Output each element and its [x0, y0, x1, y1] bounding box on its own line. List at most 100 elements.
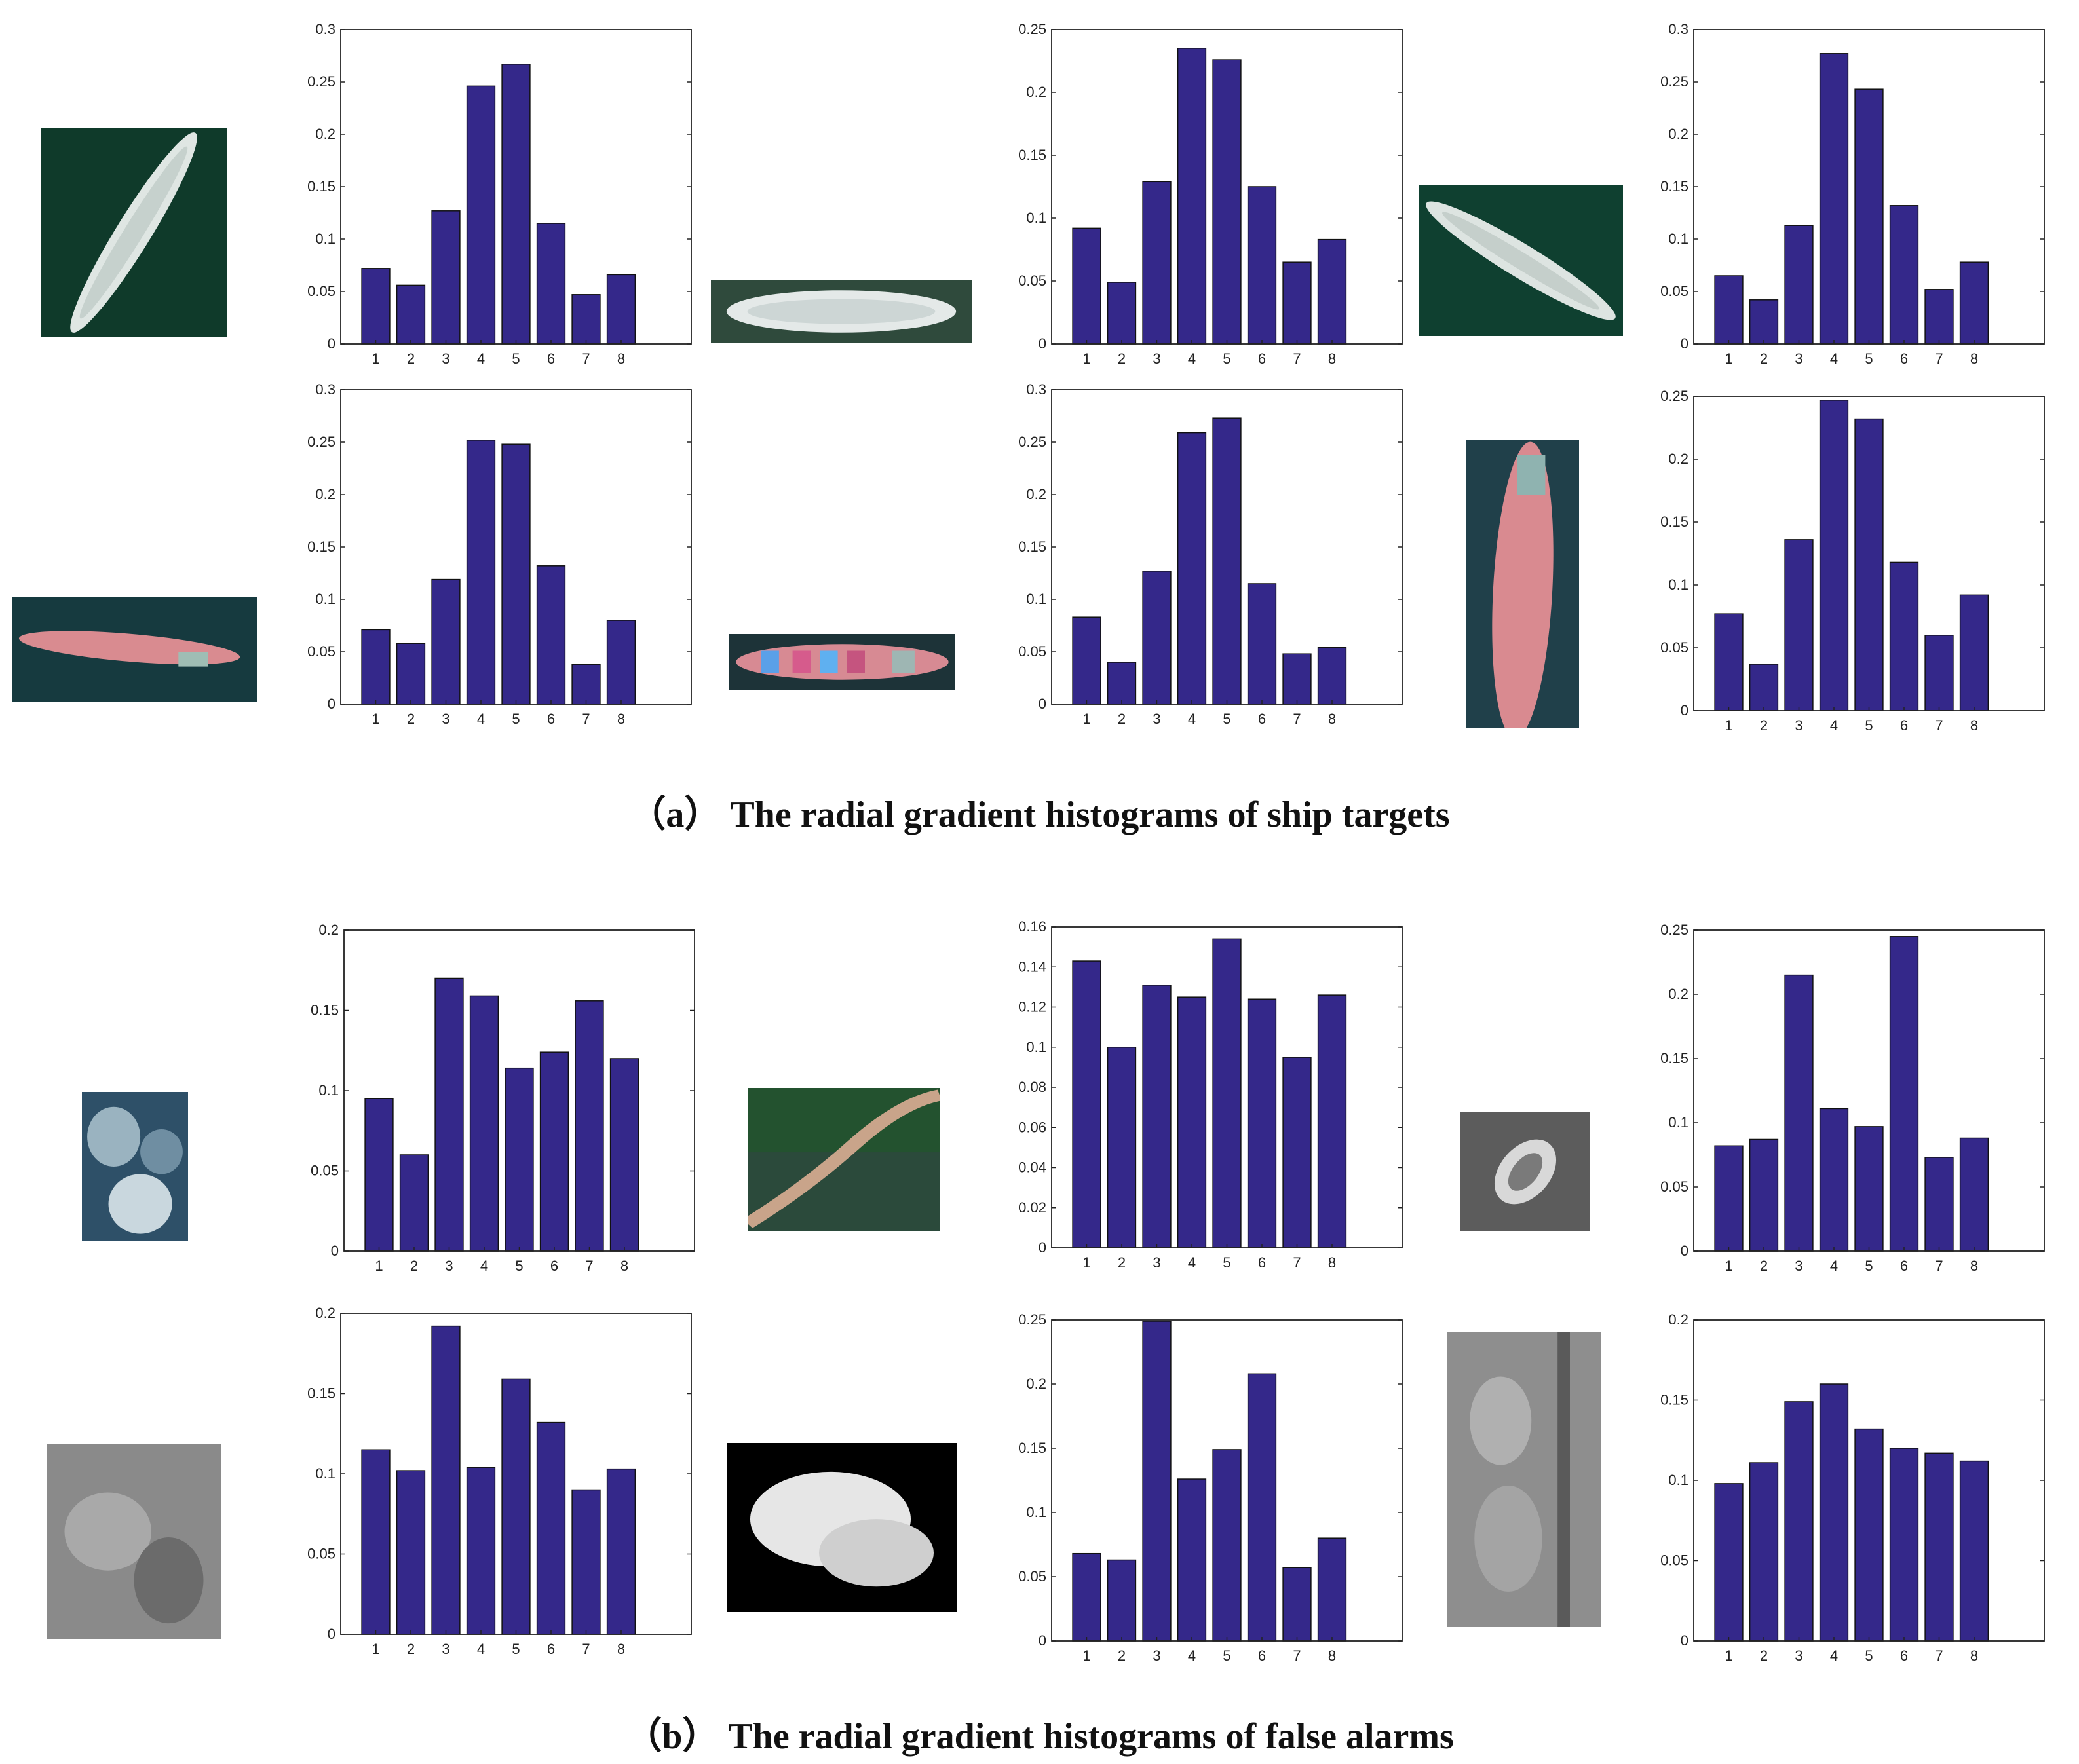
- bar: [361, 629, 391, 705]
- false-alarm-thumbnail-2: [748, 1088, 940, 1231]
- y-tick-label: 0: [1039, 696, 1046, 712]
- y-tick-label: 0.2: [315, 126, 335, 142]
- x-tick-label: 8: [1970, 1258, 1978, 1274]
- x-tick-label: 3: [1795, 1647, 1802, 1664]
- y-tick-label: 0.1: [1026, 591, 1046, 607]
- bar: [1177, 1478, 1207, 1642]
- y-tick-label: 0.05: [1660, 639, 1688, 656]
- plot-frame: [1693, 396, 2045, 711]
- y-tick-label: 0.05: [1018, 1568, 1046, 1585]
- histogram-chart-svg: 1 2 3 4 5 6 7 8 0 0.05 0.1 0.15 0.2 0.25 0.3: [307, 21, 692, 367]
- bar: [1959, 261, 1989, 345]
- y-tick-label: 0: [1039, 335, 1046, 352]
- bar: [1749, 664, 1779, 711]
- false-alarm-thumbnail-3: [1460, 1112, 1590, 1231]
- histogram-chart-svg: 1 2 3 4 5 6 7 8 0 0.02 0.04 0.06 0.08 0.1 0.12 0.14 0.16: [1018, 918, 1403, 1271]
- bar: [396, 643, 426, 705]
- caption-ship-targets: （a） The radial gradient histograms of sh…: [629, 795, 1450, 835]
- bar: [1784, 974, 1814, 1252]
- y-tick-label: 0.2: [1026, 486, 1046, 502]
- bar: [1282, 1057, 1312, 1248]
- bar: [466, 1467, 496, 1635]
- x-tick-label: 7: [585, 1258, 593, 1274]
- bar: [606, 620, 636, 705]
- x-tick-label: 7: [1935, 717, 1943, 734]
- histogram-chart: 1 2 3 4 5 6 7 8 0 0.05 0.1 0.15 0.2: [305, 1305, 695, 1664]
- x-tick-label: 2: [1760, 1647, 1768, 1664]
- y-tick-label: 0.1: [1668, 576, 1688, 593]
- x-tick-label: 3: [1795, 717, 1802, 734]
- y-tick-label: 0.15: [307, 538, 335, 555]
- x-tick-label: 5: [1865, 717, 1873, 734]
- x-tick-label: 3: [1795, 1258, 1802, 1274]
- x-tick-label: 7: [582, 711, 590, 727]
- bar: [1714, 1145, 1744, 1252]
- histogram-chart: 1 2 3 4 5 6 7 8 0 0.05 0.1 0.15 0.2 0.25: [1658, 922, 2048, 1281]
- x-tick-label: 8: [1328, 711, 1336, 727]
- x-tick-label: 1: [1725, 1258, 1732, 1274]
- ship-thumbnail-2: [711, 280, 972, 343]
- x-tick-label: 4: [1188, 711, 1196, 727]
- bar: [399, 1154, 429, 1252]
- x-tick-label: 1: [1082, 350, 1090, 367]
- x-tick-label: 4: [477, 711, 485, 727]
- y-tick-label: 0.1: [1026, 210, 1046, 226]
- histogram-chart: 1 2 3 4 5 6 7 8 0 0.05 0.1 0.15 0.2 0.25 0.3: [1658, 21, 2048, 373]
- y-tick-label: 0.1: [315, 591, 335, 607]
- y-tick-label: 0: [328, 1626, 335, 1642]
- bar: [536, 1421, 566, 1635]
- bar: [1749, 1138, 1779, 1252]
- x-tick-label: 2: [1118, 1647, 1126, 1664]
- y-tick-label: 0.2: [315, 486, 335, 502]
- x-tick-label: 2: [1760, 717, 1768, 734]
- bar: [1714, 275, 1744, 345]
- bar: [396, 1470, 426, 1635]
- x-tick-label: 4: [1830, 1258, 1838, 1274]
- x-tick-label: 5: [1223, 1647, 1230, 1664]
- bar: [1784, 539, 1814, 711]
- y-tick-label: 0.2: [318, 922, 339, 938]
- x-tick-label: 8: [617, 350, 625, 367]
- y-tick-label: 0.25: [1018, 434, 1046, 450]
- bar: [1282, 653, 1312, 705]
- bar: [1317, 1537, 1347, 1642]
- x-tick-label: 7: [582, 1641, 590, 1657]
- y-tick-label: 0.15: [1660, 1392, 1688, 1408]
- x-tick-label: 5: [1865, 1258, 1873, 1274]
- x-tick-label: 4: [1830, 1647, 1838, 1664]
- histogram-chart: 1 2 3 4 5 6 7 8 0 0.05 0.1 0.15 0.2 0.25: [1016, 21, 1405, 373]
- bar: [1889, 1448, 1919, 1642]
- x-tick-label: 2: [1118, 350, 1126, 367]
- y-tick-label: 0: [1681, 1243, 1688, 1259]
- bar: [571, 664, 601, 705]
- bar: [539, 1051, 569, 1252]
- x-tick-label: 6: [1258, 711, 1266, 727]
- bar: [1924, 289, 1954, 345]
- y-tick-label: 0.2: [315, 1305, 335, 1321]
- x-tick-label: 2: [407, 1641, 415, 1657]
- x-tick-label: 6: [1900, 1647, 1908, 1664]
- y-tick-label: 0.3: [1668, 21, 1688, 37]
- bar: [1282, 261, 1312, 345]
- bar: [1142, 1321, 1172, 1642]
- bar: [1107, 662, 1137, 705]
- y-tick-label: 0.05: [1660, 283, 1688, 299]
- x-tick-label: 2: [1760, 1258, 1768, 1274]
- y-tick-label: 0.15: [311, 1002, 339, 1019]
- x-tick-label: 7: [1935, 1647, 1943, 1664]
- y-tick-label: 0.2: [1026, 1376, 1046, 1392]
- x-tick-label: 6: [1900, 717, 1908, 734]
- bar: [501, 64, 531, 345]
- bar: [1924, 1157, 1954, 1252]
- ship-thumbnail-1: [41, 128, 227, 337]
- caption-false-alarms: （b） The radial gradient histograms of fa…: [625, 1716, 1454, 1757]
- bar: [1212, 938, 1242, 1248]
- false-alarm-thumbnail-1: [82, 1092, 188, 1241]
- x-tick-label: 3: [445, 1258, 453, 1274]
- x-tick-label: 4: [1188, 1254, 1196, 1271]
- x-tick-label: 8: [620, 1258, 628, 1274]
- x-tick-label: 5: [512, 711, 520, 727]
- bar: [1107, 1047, 1137, 1248]
- histogram-chart-svg: 1 2 3 4 5 6 7 8 0 0.05 0.1 0.15 0.2 0.25: [1018, 21, 1403, 367]
- bar: [1212, 417, 1242, 705]
